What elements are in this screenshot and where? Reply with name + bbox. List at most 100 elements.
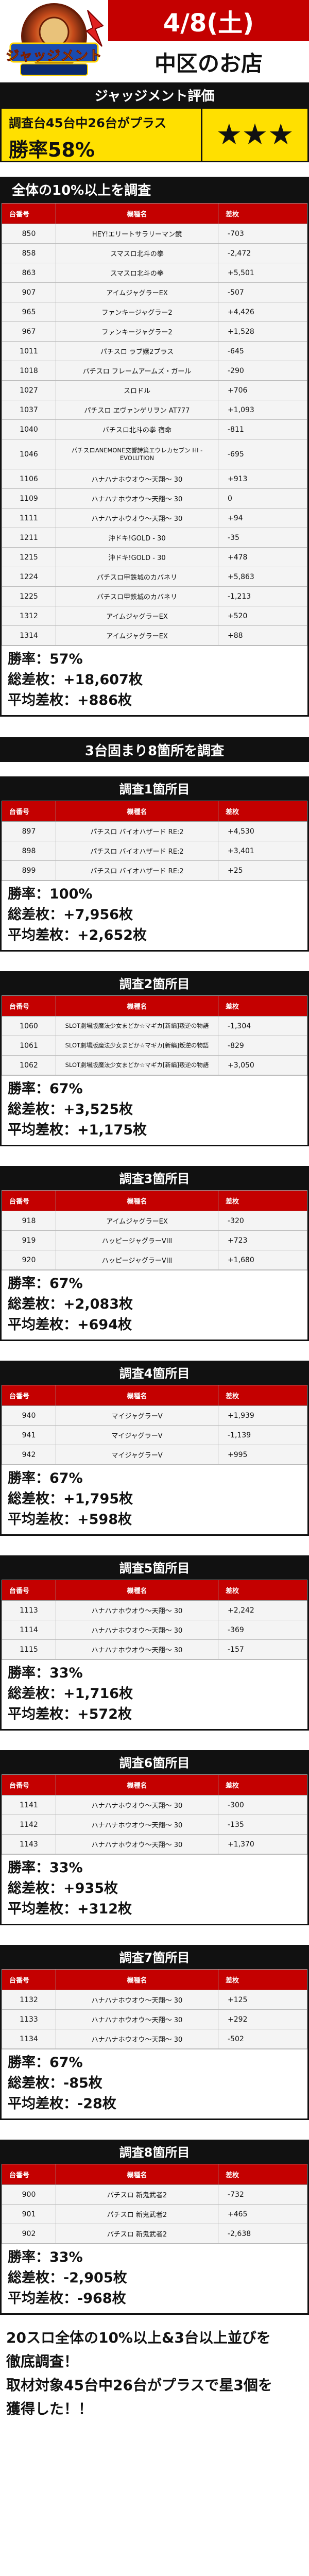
group-table: 台番号 機種名 差枚 918 アイムジャグラーEX -320 919 ハッピージャグラーVII…	[2, 1190, 307, 1270]
model-name: アイムジャグラーEX	[56, 625, 218, 646]
group-title: 調査1箇所目	[2, 778, 307, 801]
group-stats: 勝率：67% 総差枚：+1,795枚 平均差枚：+598枚	[2, 1465, 307, 1534]
machine-number: 1109	[2, 488, 56, 509]
machine-number: 1134	[2, 2029, 56, 2049]
table-row: 1040 パチスロ北斗の拳 宿命 -811	[2, 419, 307, 439]
col-diff-header: 差枚	[218, 1580, 307, 1601]
coin-difference: -645	[218, 341, 307, 361]
group-title: 調査5箇所目	[2, 1557, 307, 1580]
closing-line-4: 獲得した！！	[6, 2400, 93, 2417]
coin-difference: +125	[218, 1990, 307, 2010]
model-name: ハナハナホウオウ～天翔～ 30	[56, 2009, 218, 2029]
model-name: マイジャグラーV	[56, 1445, 218, 1465]
coin-difference: +1,680	[218, 1250, 307, 1270]
col-machine-header: 台番号	[2, 1190, 56, 1211]
group-title: 調査2箇所目	[2, 973, 307, 995]
machine-number: 1061	[2, 1036, 56, 1056]
group-4-section: 調査4箇所目 台番号 機種名 差枚 940 マイジャグラーV +1,939 941 マイジャグラ…	[0, 1361, 309, 1536]
machine-number: 858	[2, 243, 56, 263]
model-name: ハナハナホウオウ～天翔～ 30	[56, 1600, 218, 1620]
col-diff-header: 差枚	[218, 1190, 307, 1211]
coin-difference: -1,213	[218, 586, 307, 606]
coin-difference: -1,304	[218, 1016, 307, 1036]
group-total: 総差枚：-85枚	[8, 2075, 102, 2091]
coin-difference: +1,528	[218, 321, 307, 342]
group-average: 平均差枚：+572枚	[8, 1706, 132, 1722]
table-row: 900 パチスロ 新鬼武者2 -732	[2, 2184, 307, 2205]
group-stats: 勝率：100% 総差枚：+7,956枚 平均差枚：+2,652枚	[2, 880, 307, 950]
closing-message: 20スロ全体の10%以上&3台以上並びを 徹底調査！ 取材対象45台中26台がプ…	[0, 2315, 309, 2433]
coin-difference: +3,050	[218, 1055, 307, 1075]
group-1-section: 調査1箇所目 台番号 機種名 差枚 897 パチスロ バイオハザード RE:2 +4,530…	[0, 776, 309, 952]
machine-number: 1225	[2, 586, 56, 606]
machine-number: 1143	[2, 1834, 56, 1854]
model-name: ハナハナホウオウ～天翔～ 30	[56, 1639, 218, 1659]
overview-win-rate: 勝率：57%	[8, 651, 83, 667]
machine-number: 1060	[2, 1016, 56, 1036]
group-table: 台番号 機種名 差枚 900 パチスロ 新鬼武者2 -732 901 パチスロ 新鬼武者2 +4…	[2, 2164, 307, 2244]
group-total: 総差枚：+1,716枚	[8, 1686, 133, 1702]
closing-line-3: 取材対象45台中26台がプラスで星3個を	[6, 2377, 272, 2394]
coin-difference: +706	[218, 380, 307, 400]
group-table: 台番号 機種名 差枚 1132 ハナハナホウオウ～天翔～ 30 +125 1133 ハナハナホ…	[2, 1969, 307, 2049]
col-model-header: 機種名	[56, 1580, 218, 1601]
table-row: 1312 アイムジャグラーEX +520	[2, 606, 307, 626]
machine-number: 1113	[2, 1600, 56, 1620]
machine-number: 899	[2, 860, 56, 880]
machine-number: 1046	[2, 439, 56, 469]
table-row: 1113 ハナハナホウオウ～天翔～ 30 +2,242	[2, 1600, 307, 1620]
machine-number: 942	[2, 1445, 56, 1465]
group-total: 総差枚：+2,083枚	[8, 1296, 133, 1312]
model-name: パチスロ バイオハザード RE:2	[56, 821, 218, 841]
table-row: 858 スマスロ北斗の拳 -2,472	[2, 243, 307, 263]
coin-difference: -695	[218, 439, 307, 469]
group-stats: 勝率：67% 総差枚：-85枚 平均差枚：-28枚	[2, 2049, 307, 2119]
coin-difference: -290	[218, 361, 307, 381]
group-stats: 勝率：33% 総差枚：-2,905枚 平均差枚：-968枚	[2, 2244, 307, 2313]
col-machine-header: 台番号	[2, 995, 56, 1016]
table-row: 941 マイジャグラーV -1,139	[2, 1425, 307, 1445]
table-row: 1224 パチスロ甲鉄城のカバネリ +5,863	[2, 567, 307, 587]
model-name: スマスロ北斗の拳	[56, 243, 218, 263]
model-name: パチスロ甲鉄城のカバネリ	[56, 567, 218, 587]
coin-difference: +723	[218, 1230, 307, 1250]
table-row: 1132 ハナハナホウオウ～天翔～ 30 +125	[2, 1990, 307, 2010]
col-model-header: 機種名	[56, 203, 218, 224]
machine-number: 918	[2, 1211, 56, 1231]
judgement-rate: 勝率58%	[9, 139, 95, 161]
group-title: 調査4箇所目	[2, 1362, 307, 1385]
table-row: 1109 ハナハナホウオウ～天翔～ 30 0	[2, 488, 307, 509]
coin-difference: -35	[218, 528, 307, 548]
group-title: 調査8箇所目	[2, 2141, 307, 2164]
coin-difference: +4,426	[218, 302, 307, 322]
coin-difference: -507	[218, 282, 307, 302]
machine-number: 1224	[2, 567, 56, 587]
table-row: 1111 ハナハナホウオウ～天翔～ 30 +94	[2, 508, 307, 528]
group-win-rate: 勝率：33%	[8, 2249, 83, 2265]
model-name: SLOT劇場版魔法少女まどか☆マギカ[新編]叛逆の物語	[56, 1036, 218, 1056]
model-name: パチスロ 新鬼武者2	[56, 2204, 218, 2224]
table-row: 940 マイジャグラーV +1,939	[2, 1405, 307, 1426]
model-name: ハナハナホウオウ～天翔～ 30	[56, 2029, 218, 2049]
judgement-row: 調査台45台中26台がプラス 勝率58% ★★★	[0, 109, 309, 162]
col-machine-header: 台番号	[2, 1385, 56, 1406]
table-row: 1142 ハナハナホウオウ～天翔～ 30 -135	[2, 1815, 307, 1835]
coin-difference: +88	[218, 625, 307, 646]
coin-difference: +25	[218, 860, 307, 880]
model-name: パチスロ フレームアームズ・ガール	[56, 361, 218, 381]
group-7-section: 調査7箇所目 台番号 機種名 差枚 1132 ハナハナホウオウ～天翔～ 30 +125 113…	[0, 1945, 309, 2120]
group-win-rate: 勝率：67%	[8, 1470, 83, 1486]
group-survey-section: 3台固まり8箇所を調査	[0, 737, 309, 762]
judgement-panel: ジャッジメント評価 調査台45台中26台がプラス 勝率58% ★★★	[0, 82, 309, 162]
overview-average: 平均差枚：+886枚	[8, 692, 132, 708]
model-name: アイムジャグラーEX	[56, 1211, 218, 1231]
table-row: 907 アイムジャグラーEX -507	[2, 282, 307, 302]
table-row: 1011 パチスロ ラブ嬢2プラス -645	[2, 341, 307, 361]
coin-difference: -502	[218, 2029, 307, 2049]
model-name: ハッピージャグラーVIII	[56, 1250, 218, 1270]
group-title: 調査6箇所目	[2, 1752, 307, 1774]
coin-difference: -369	[218, 1620, 307, 1640]
machine-number: 919	[2, 1230, 56, 1250]
col-model-header: 機種名	[56, 1774, 218, 1795]
coin-difference: -135	[218, 1815, 307, 1835]
